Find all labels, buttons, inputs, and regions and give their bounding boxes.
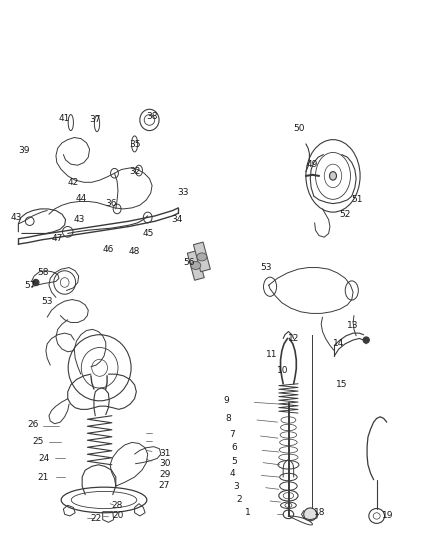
Text: 44: 44 xyxy=(75,194,87,203)
Text: 53: 53 xyxy=(42,297,53,305)
Text: 51: 51 xyxy=(352,196,363,204)
Text: 47: 47 xyxy=(51,235,62,243)
Text: 50: 50 xyxy=(294,125,305,133)
Text: 58: 58 xyxy=(37,269,49,277)
Text: 27: 27 xyxy=(158,481,170,489)
Text: 3: 3 xyxy=(233,482,239,490)
Ellipse shape xyxy=(197,253,207,261)
Circle shape xyxy=(363,337,369,343)
Text: 34: 34 xyxy=(171,215,183,224)
Text: 5: 5 xyxy=(231,457,237,465)
Text: 57: 57 xyxy=(24,281,35,289)
Text: 13: 13 xyxy=(347,321,359,329)
Text: 53: 53 xyxy=(260,263,271,272)
Bar xyxy=(187,251,204,280)
Circle shape xyxy=(33,279,39,286)
Text: 38: 38 xyxy=(146,112,158,120)
Text: 41: 41 xyxy=(59,114,70,123)
Text: 20: 20 xyxy=(112,512,124,520)
Text: 33: 33 xyxy=(177,189,188,197)
Text: 46: 46 xyxy=(103,245,114,254)
Text: 2: 2 xyxy=(237,496,242,504)
Text: 14: 14 xyxy=(333,340,344,348)
Text: 32: 32 xyxy=(129,167,140,176)
Text: 7: 7 xyxy=(229,430,235,439)
Ellipse shape xyxy=(329,172,336,180)
Text: 39: 39 xyxy=(18,146,30,155)
Text: 11: 11 xyxy=(266,350,277,359)
Text: 43: 43 xyxy=(11,213,22,222)
Text: 1: 1 xyxy=(245,508,251,517)
Text: 25: 25 xyxy=(33,437,44,446)
Text: 12: 12 xyxy=(288,334,299,343)
Text: 21: 21 xyxy=(37,473,49,481)
Text: 48: 48 xyxy=(129,247,140,256)
Text: 15: 15 xyxy=(336,381,347,389)
Text: 35: 35 xyxy=(129,141,140,149)
Text: 49: 49 xyxy=(307,160,318,168)
Text: 36: 36 xyxy=(106,199,117,208)
Ellipse shape xyxy=(304,508,317,521)
Text: 10: 10 xyxy=(277,366,289,375)
Text: 9: 9 xyxy=(223,397,229,405)
Text: 30: 30 xyxy=(160,459,171,468)
Text: 4: 4 xyxy=(230,469,235,478)
Text: 18: 18 xyxy=(314,508,326,517)
Text: 6: 6 xyxy=(231,443,237,452)
Text: 37: 37 xyxy=(90,116,101,124)
Text: 19: 19 xyxy=(382,512,394,520)
Text: 56: 56 xyxy=(183,258,194,266)
Text: 29: 29 xyxy=(160,470,171,479)
Ellipse shape xyxy=(191,261,201,270)
Text: 24: 24 xyxy=(38,454,49,463)
Text: 42: 42 xyxy=(68,178,79,187)
Text: 45: 45 xyxy=(143,229,154,238)
Bar xyxy=(194,242,210,272)
Text: 26: 26 xyxy=(27,420,38,429)
Text: 52: 52 xyxy=(340,210,351,219)
Text: 22: 22 xyxy=(90,514,102,522)
Text: 28: 28 xyxy=(111,501,123,510)
Text: 8: 8 xyxy=(225,414,231,423)
Text: 43: 43 xyxy=(74,215,85,224)
Text: 31: 31 xyxy=(160,449,171,457)
